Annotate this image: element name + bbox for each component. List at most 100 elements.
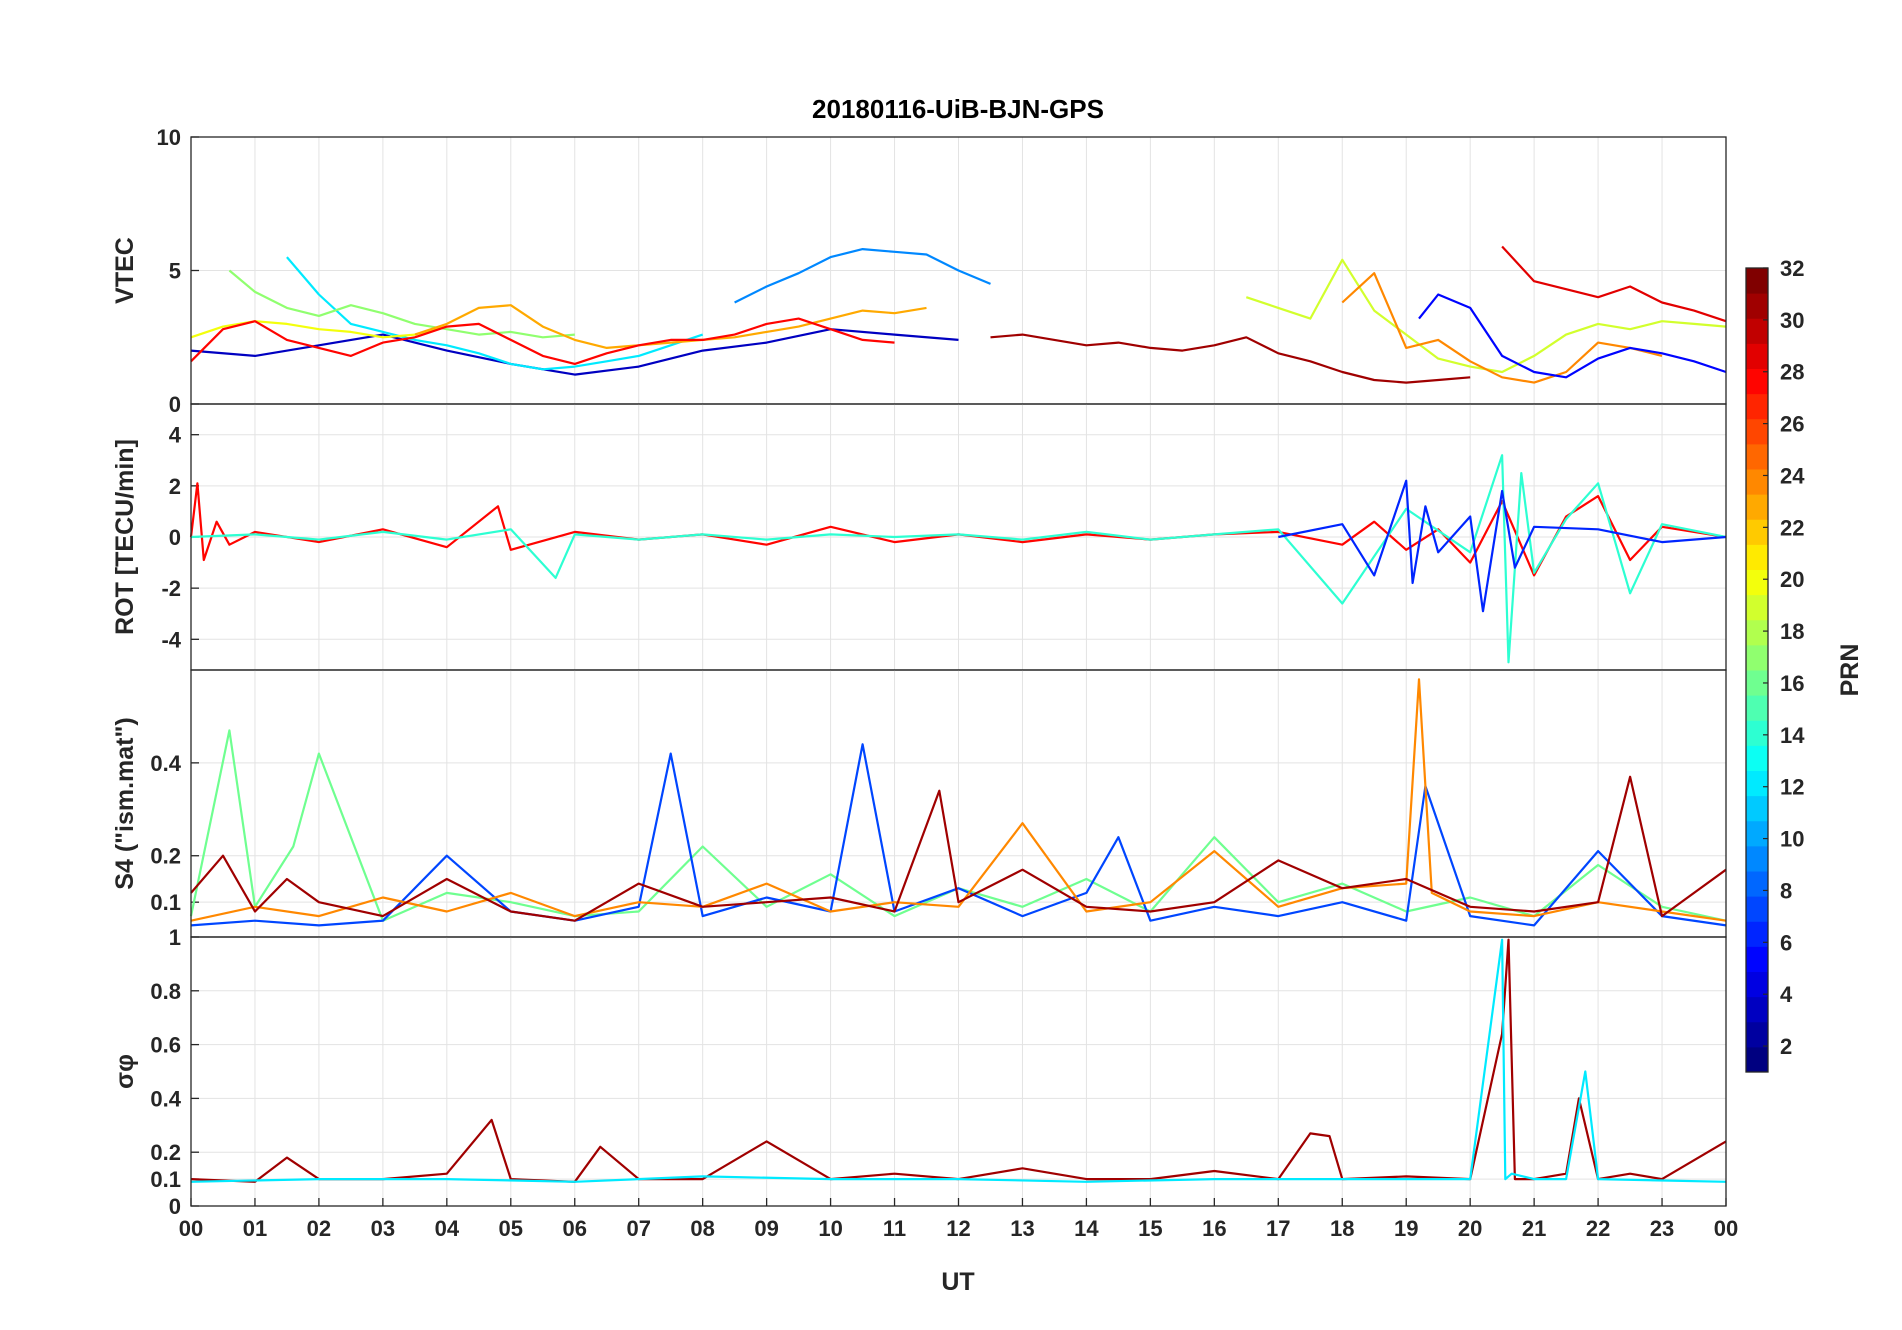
series-line-prn-24: [190, 678, 1727, 922]
colorbar-segment: [1746, 820, 1768, 847]
colorbar-segment: [1746, 644, 1768, 671]
x-tick-label: 00: [179, 1216, 203, 1241]
colorbar-tick-label: 28: [1780, 360, 1804, 385]
colorbar-segment: [1746, 494, 1768, 520]
colorbar-segment: [1746, 519, 1768, 545]
colorbar-segment: [1746, 921, 1768, 947]
colorbar-tick-label: 22: [1780, 515, 1804, 540]
series-line-prn-9: [734, 248, 991, 304]
colorbar-segment: [1746, 946, 1768, 972]
series-line-prn-6: [1278, 479, 1727, 613]
y-tick-label: 1: [169, 925, 181, 950]
colorbar-segment: [1746, 1046, 1768, 1073]
colorbar-tick-label: 10: [1780, 827, 1804, 852]
colorbar-tick-label: 4: [1780, 982, 1793, 1007]
colorbar-segment: [1746, 871, 1768, 897]
x-tick-label: 18: [1330, 1216, 1354, 1241]
y-tick-label: 0.1: [150, 1167, 181, 1192]
y-tick-label: 0.6: [150, 1033, 181, 1058]
colorbar-segment: [1746, 670, 1768, 696]
colorbar-segment: [1746, 695, 1768, 721]
x-tick-label: 03: [371, 1216, 395, 1241]
panel-sigma_phi: 00.10.2 0.4 0.6 0.8 1 σφ: [111, 925, 1727, 1219]
colorbar-segment: [1746, 845, 1768, 872]
x-tick-label: 16: [1202, 1216, 1226, 1241]
chart-title: 20180116-UiB-BJN-GPS: [812, 94, 1104, 124]
x-tick-label: 11: [883, 1216, 906, 1241]
x-axis: 00 01 02 03 04 05 06 07 08 09 10 11 12 13 14 15 16 17 18 19…: [179, 1198, 1738, 1241]
series-line-prn-17: [228, 269, 575, 339]
x-tick-label: 13: [1010, 1216, 1034, 1241]
y-tick-label: 0: [169, 1194, 181, 1219]
x-tick-label: 08: [690, 1216, 714, 1241]
colorbar-tick-label: 24: [1780, 463, 1805, 488]
colorbar-tick-label: 26: [1780, 412, 1804, 437]
series-line-prn-24: [1341, 272, 1663, 384]
x-tick-label: 09: [754, 1216, 778, 1241]
colorbar-label: PRN: [1836, 644, 1864, 697]
y-tick-label: 10: [157, 125, 181, 150]
x-tick-label: 10: [818, 1216, 842, 1241]
colorbar-segment: [1746, 770, 1768, 797]
colorbar-segment: [1746, 293, 1768, 319]
x-tick-label: 19: [1394, 1216, 1418, 1241]
series-line-prn-23: [414, 304, 927, 349]
y-tick-label: 0: [169, 392, 181, 417]
colorbar-segment: [1746, 343, 1768, 369]
colorbar-tick-label: 16: [1780, 671, 1804, 696]
y-tick-label: 0.4: [150, 1086, 181, 1111]
x-tick-label: 15: [1138, 1216, 1162, 1241]
colorbar-segment: [1746, 268, 1768, 294]
colorbar-tick-label: 12: [1780, 775, 1804, 800]
colorbar-tick-label: 14: [1780, 723, 1805, 748]
y-axis-label-rot: ROT [TECU/min]: [111, 439, 139, 635]
y-tick-label: 0.1: [150, 890, 181, 915]
x-tick-label: 02: [307, 1216, 331, 1241]
colorbar-segment: [1746, 619, 1768, 646]
x-tick-label: 05: [499, 1216, 523, 1241]
series-line-prn-28: [190, 317, 895, 365]
x-tick-label: 01: [243, 1216, 267, 1241]
colorbar-segment: [1746, 745, 1768, 771]
y-tick-label: 0.2: [150, 1140, 181, 1165]
y-tick-label: -2: [161, 576, 181, 601]
panel-vtec: 0 5 10 VTEC: [111, 125, 1727, 417]
colorbar-segment: [1746, 896, 1768, 922]
x-tick-label: 21: [1522, 1216, 1546, 1241]
x-tick-label: 12: [946, 1216, 970, 1241]
series-line-prn-29: [1501, 245, 1727, 323]
y-tick-label: 4: [169, 423, 182, 448]
colorbar-segment: [1746, 368, 1768, 395]
colorbar-segment: [1746, 795, 1768, 822]
y-tick-label: 5: [169, 259, 181, 284]
x-tick-label: 06: [563, 1216, 587, 1241]
x-tick-label: 00: [1714, 1216, 1738, 1241]
colorbar-segment: [1746, 569, 1768, 596]
y-axis-label-vtec: VTEC: [111, 237, 139, 304]
x-tick-label: 14: [1074, 1216, 1099, 1241]
y-tick-label: 0.2: [150, 844, 181, 869]
colorbar-segment: [1746, 971, 1768, 998]
colorbar-segment: [1746, 1021, 1768, 1048]
colorbar-segment: [1746, 996, 1768, 1023]
x-axis-label: UT: [941, 1268, 974, 1296]
series-line-prn-31: [190, 775, 1727, 922]
colorbar-tick-label: 30: [1780, 308, 1804, 333]
x-tick-label: 22: [1586, 1216, 1610, 1241]
colorbar-tick-label: 2: [1780, 1034, 1792, 1059]
panel-rot: -4 -2 0 2 4 ROT [TECU/min]: [111, 403, 1727, 671]
colorbar-tick-label: 8: [1780, 878, 1792, 903]
colorbar-segment: [1746, 720, 1768, 746]
x-tick-label: 17: [1266, 1216, 1290, 1241]
colorbar-tick-label: 6: [1780, 930, 1792, 955]
colorbar-segment: [1746, 318, 1768, 344]
x-tick-label: 07: [626, 1216, 650, 1241]
x-tick-label: 23: [1650, 1216, 1674, 1241]
colorbar-segment: [1746, 594, 1768, 621]
series-line-prn-7: [190, 743, 1727, 927]
colorbar-tick-label: 18: [1780, 619, 1804, 644]
y-axis-label-sigma_phi: σφ: [111, 1054, 139, 1089]
series-line-prn-14: [190, 454, 1727, 664]
